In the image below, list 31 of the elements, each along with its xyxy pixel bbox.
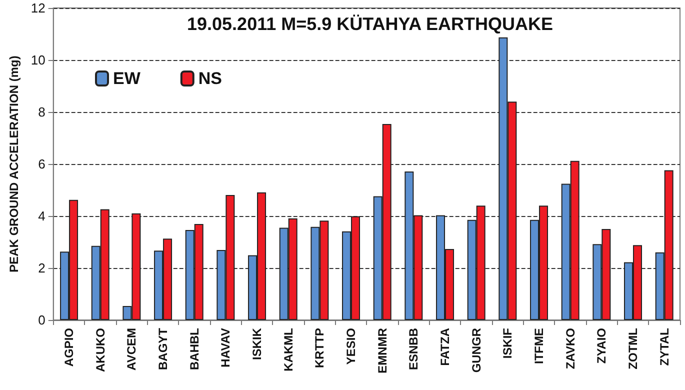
y-tick-label: 2 xyxy=(38,260,46,276)
x-tick-label: YESIO xyxy=(344,328,358,365)
chart-title: 19.05.2011 M=5.9 KÜTAHYA EARTHQUAKE xyxy=(187,14,553,34)
x-tick-label: ZOTML xyxy=(626,328,640,370)
y-tick-label: 10 xyxy=(30,52,46,68)
x-tick-label: AVCEM xyxy=(124,328,139,370)
x-tick-label: AKUKO xyxy=(93,328,108,372)
y-tick-label: 6 xyxy=(38,156,46,172)
legend-label: EW xyxy=(113,69,142,88)
x-tick-label: ITFME xyxy=(532,328,546,364)
x-tick-label: FATZA xyxy=(438,328,452,366)
x-tick-label: BAHBL xyxy=(187,328,202,370)
x-tick-label: ESNBB xyxy=(406,328,421,370)
x-tick-label: AGPIO xyxy=(62,328,76,367)
x-tick-label: ZYTAL xyxy=(657,328,672,366)
x-tick-label: ZYAIO xyxy=(594,328,609,364)
x-tick-label: HAVAV xyxy=(218,328,233,368)
y-tick-label: 4 xyxy=(38,208,46,224)
y-tick-label: 12 xyxy=(30,0,46,16)
x-tick-label: GUNGR xyxy=(469,328,484,373)
y-tick-label: 0 xyxy=(38,312,46,328)
legend-label: NS xyxy=(198,69,222,88)
x-tick-label: ZAVKO xyxy=(563,328,578,370)
x-tick-label: BAGYT xyxy=(156,327,170,370)
x-tick-label: KAKML xyxy=(281,328,296,372)
x-tick-label: EMNMR xyxy=(375,328,390,374)
x-tick-label: KRTTP xyxy=(312,328,327,368)
y-axis-title: PEAK GROUND ACCELERATION (mg) xyxy=(7,56,21,272)
x-tick-label: ISKIF xyxy=(500,328,515,359)
x-tick-label: ISKIK xyxy=(250,328,264,360)
y-tick-label: 8 xyxy=(38,104,46,120)
